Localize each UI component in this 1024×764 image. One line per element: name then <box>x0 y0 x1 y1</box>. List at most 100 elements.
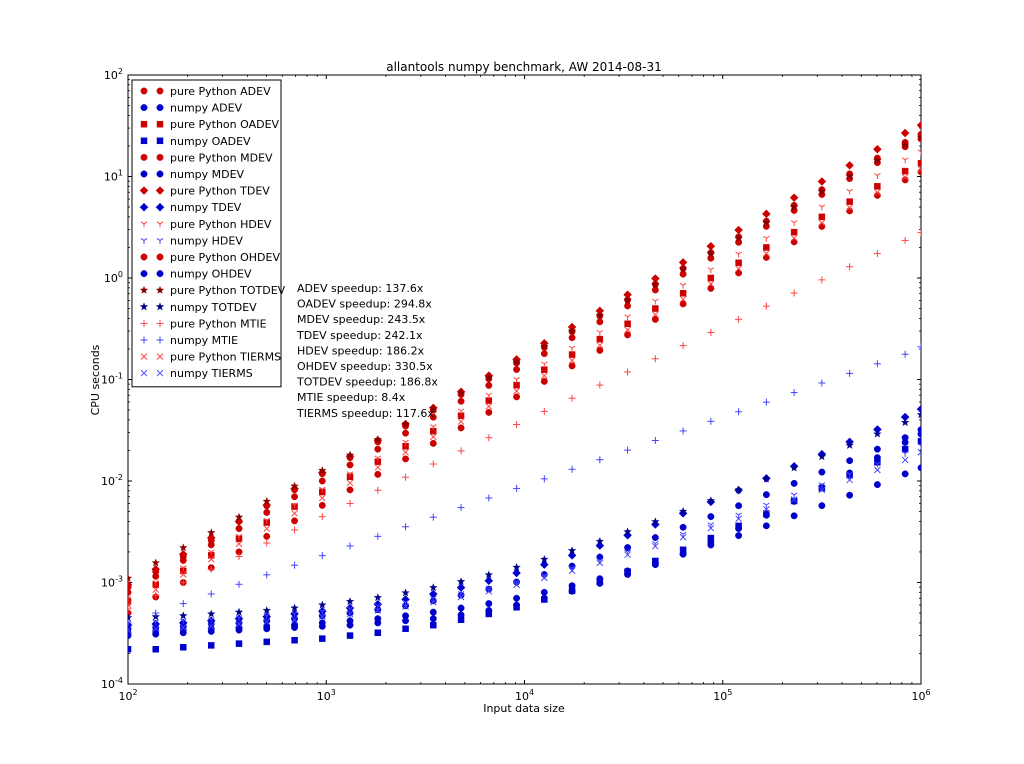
data-point <box>790 238 798 246</box>
data-point <box>402 523 410 531</box>
data-point <box>818 219 826 227</box>
data-point <box>873 191 881 199</box>
data-point <box>346 486 354 494</box>
data-point <box>374 445 382 453</box>
data-point <box>651 542 659 550</box>
data-point <box>706 496 716 505</box>
series-pure-python-tierms <box>128 165 921 609</box>
data-point <box>735 269 743 277</box>
speedup-annotation: TDEV speedup: 242.1x <box>296 329 423 342</box>
legend-entry: numpy HDEV <box>140 234 243 247</box>
data-point <box>651 315 659 323</box>
data-point <box>651 517 660 526</box>
data-point <box>846 457 854 465</box>
data-point <box>540 372 548 380</box>
series-pure-python-hdev <box>128 149 921 602</box>
data-point <box>595 536 605 545</box>
data-point <box>762 491 770 499</box>
data-point <box>291 616 298 624</box>
data-point <box>318 552 326 560</box>
data-point <box>624 567 632 575</box>
legend-marker <box>140 353 148 360</box>
data-point <box>763 510 770 517</box>
data-point <box>485 587 493 595</box>
legend-marker <box>155 202 165 212</box>
data-point <box>596 559 604 567</box>
data-point <box>679 533 687 541</box>
data-point <box>178 549 188 559</box>
legend-marker <box>140 120 148 128</box>
data-point <box>179 624 187 631</box>
data-point <box>818 482 826 489</box>
legend-marker <box>156 120 164 128</box>
speedup-annotation: TOTDEV speedup: 186.8x <box>296 376 438 389</box>
legend-marker <box>156 369 164 377</box>
data-point <box>346 500 354 508</box>
data-point <box>762 398 770 406</box>
data-point <box>456 388 466 397</box>
data-point <box>917 165 921 173</box>
data-point <box>374 464 382 471</box>
data-point <box>735 251 742 258</box>
data-point <box>567 546 577 555</box>
data-point <box>789 463 799 472</box>
legend-marker <box>156 253 164 261</box>
data-point <box>846 369 854 377</box>
data-point <box>207 622 215 630</box>
data-point <box>762 522 770 530</box>
data-point <box>263 571 271 579</box>
data-point <box>318 477 326 485</box>
data-point <box>513 421 521 429</box>
data-point <box>817 177 827 186</box>
data-point <box>568 334 576 342</box>
data-point <box>402 625 409 633</box>
data-point <box>735 532 743 540</box>
data-point <box>818 486 826 494</box>
data-point <box>873 156 882 165</box>
series-numpy-mdev <box>128 426 921 633</box>
data-point <box>846 471 853 478</box>
data-point <box>735 512 742 519</box>
legend-entry: numpy TOTDEV <box>139 301 257 314</box>
data-point <box>207 528 216 537</box>
series-numpy-ohdev <box>128 464 921 637</box>
data-point <box>901 456 909 464</box>
data-point <box>901 236 909 244</box>
data-point <box>207 555 215 563</box>
data-point <box>874 173 881 179</box>
data-point <box>596 456 604 464</box>
data-point <box>763 502 770 509</box>
data-point <box>651 280 660 289</box>
data-point <box>540 588 548 596</box>
legend-marker <box>156 104 164 112</box>
data-point <box>429 433 437 441</box>
data-point <box>207 549 215 556</box>
data-point <box>568 394 576 402</box>
data-point <box>152 609 160 617</box>
data-point <box>679 523 687 531</box>
legend-marker <box>156 221 164 228</box>
data-point <box>207 541 215 549</box>
data-point <box>429 460 437 468</box>
data-point <box>917 464 921 472</box>
legend-marker <box>156 319 164 327</box>
x-tick-label: 106 <box>911 688 930 703</box>
data-point <box>457 418 465 425</box>
data-point <box>735 259 742 267</box>
legend-marker <box>156 353 164 360</box>
legend-marker <box>156 336 164 344</box>
data-point <box>180 644 187 651</box>
data-point <box>707 267 715 274</box>
legend-marker <box>156 270 164 278</box>
legend-entry: pure Python MDEV <box>140 151 273 164</box>
data-point <box>845 161 854 170</box>
plot-area: 102 103 104 105 106 10-4 10-3 10-2 10-1 100 101 102 <box>101 67 931 703</box>
legend-entry: pure Python MTIE <box>140 317 267 330</box>
data-point <box>707 534 715 542</box>
data-point <box>651 559 659 567</box>
data-point <box>457 447 465 455</box>
data-point <box>402 603 409 610</box>
data-point <box>207 590 215 598</box>
data-point <box>706 241 716 251</box>
